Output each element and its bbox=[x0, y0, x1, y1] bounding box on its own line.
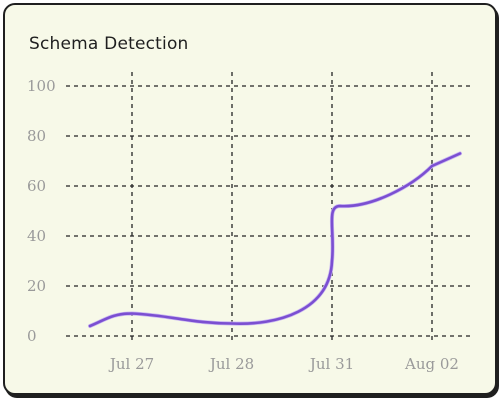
chart-card: Schema Detection bbox=[3, 3, 497, 395]
x-tick-label: Jul 28 bbox=[208, 355, 254, 373]
x-tick-label: Jul 27 bbox=[108, 355, 154, 373]
series-line-shadow bbox=[88, 151, 462, 328]
y-tick-label: 20 bbox=[27, 277, 46, 295]
series-layer bbox=[88, 151, 462, 328]
x-tick-label: Jul 31 bbox=[308, 355, 354, 373]
y-tick-label: 80 bbox=[27, 127, 46, 145]
chart-title: Schema Detection bbox=[29, 34, 189, 54]
y-axis: 0 20 40 60 80 100 bbox=[27, 77, 56, 345]
x-tick-label: Aug 02 bbox=[404, 355, 459, 373]
y-tick-label: 40 bbox=[27, 227, 46, 245]
x-axis: Jul 27 Jul 28 Jul 31 Aug 02 bbox=[108, 355, 459, 373]
grid bbox=[66, 72, 472, 340]
y-tick-label: 100 bbox=[27, 77, 56, 95]
y-tick-label: 0 bbox=[27, 327, 37, 345]
y-tick-label: 60 bbox=[27, 177, 46, 195]
series-line bbox=[88, 152, 462, 328]
